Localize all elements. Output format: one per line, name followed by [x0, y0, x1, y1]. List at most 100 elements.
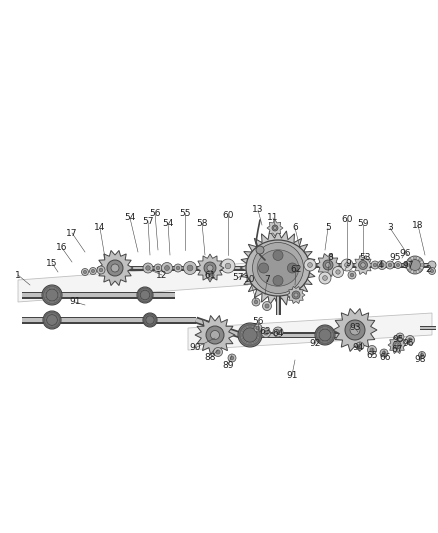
Circle shape: [345, 263, 350, 268]
Text: 58: 58: [196, 219, 208, 228]
Circle shape: [205, 264, 212, 272]
Text: 56: 56: [149, 208, 161, 217]
Circle shape: [319, 329, 331, 341]
Circle shape: [410, 260, 420, 271]
Circle shape: [386, 261, 394, 269]
Circle shape: [350, 325, 360, 335]
Circle shape: [420, 353, 424, 357]
Polygon shape: [22, 292, 175, 298]
Polygon shape: [287, 286, 305, 304]
Circle shape: [408, 338, 412, 342]
Circle shape: [206, 326, 224, 344]
Text: 57: 57: [232, 273, 244, 282]
Circle shape: [206, 271, 214, 279]
Circle shape: [341, 259, 353, 271]
Polygon shape: [316, 254, 340, 277]
Circle shape: [396, 263, 399, 266]
Circle shape: [252, 243, 304, 294]
Circle shape: [319, 272, 331, 284]
Polygon shape: [240, 230, 316, 306]
Circle shape: [256, 246, 264, 254]
Text: 92: 92: [309, 338, 321, 348]
Circle shape: [107, 260, 123, 276]
Text: 56: 56: [252, 318, 264, 327]
Ellipse shape: [257, 250, 299, 286]
Circle shape: [380, 349, 388, 357]
Text: 13: 13: [252, 206, 264, 214]
Polygon shape: [188, 313, 432, 350]
Circle shape: [97, 266, 105, 274]
Circle shape: [256, 326, 260, 330]
Circle shape: [405, 264, 407, 266]
Text: 95: 95: [389, 254, 401, 262]
Circle shape: [361, 263, 365, 267]
Text: 59: 59: [357, 220, 369, 229]
Text: 89: 89: [222, 360, 234, 369]
Circle shape: [336, 270, 340, 274]
Polygon shape: [388, 336, 406, 353]
Polygon shape: [353, 255, 373, 274]
Circle shape: [406, 256, 424, 274]
Polygon shape: [195, 316, 235, 354]
Circle shape: [89, 268, 96, 274]
Text: 60: 60: [341, 215, 353, 224]
Text: 3: 3: [387, 223, 393, 232]
Circle shape: [408, 259, 411, 261]
Circle shape: [200, 260, 216, 276]
Text: 64: 64: [272, 328, 284, 337]
Circle shape: [273, 227, 276, 230]
Text: 4: 4: [377, 261, 383, 270]
Circle shape: [272, 225, 278, 231]
Text: 7: 7: [264, 276, 270, 285]
Ellipse shape: [246, 240, 310, 296]
Circle shape: [358, 344, 362, 348]
Circle shape: [408, 269, 411, 272]
Polygon shape: [22, 317, 196, 324]
Polygon shape: [424, 264, 436, 266]
Circle shape: [413, 256, 417, 259]
Text: 18: 18: [412, 221, 424, 230]
Text: 17: 17: [66, 229, 78, 238]
Circle shape: [373, 263, 377, 267]
Text: 11: 11: [267, 214, 279, 222]
Circle shape: [358, 261, 367, 270]
Text: 5: 5: [325, 223, 331, 232]
Polygon shape: [420, 327, 436, 329]
Circle shape: [137, 287, 153, 303]
Circle shape: [371, 261, 379, 269]
Circle shape: [83, 270, 87, 273]
Circle shape: [46, 314, 57, 326]
Polygon shape: [420, 326, 436, 330]
Circle shape: [208, 273, 212, 277]
Circle shape: [418, 351, 425, 359]
Polygon shape: [277, 296, 279, 315]
Circle shape: [140, 290, 150, 300]
Circle shape: [395, 343, 399, 347]
Text: 1: 1: [15, 271, 21, 279]
Text: 54: 54: [124, 214, 136, 222]
Text: 96: 96: [402, 338, 414, 348]
Circle shape: [238, 323, 262, 347]
Polygon shape: [195, 317, 241, 338]
Circle shape: [262, 302, 272, 311]
Circle shape: [216, 350, 220, 354]
Text: 67: 67: [391, 345, 403, 354]
Circle shape: [380, 263, 384, 267]
Text: 10: 10: [244, 276, 256, 285]
Polygon shape: [18, 263, 248, 302]
Text: 14: 14: [94, 223, 106, 232]
Text: 95: 95: [392, 335, 404, 344]
Text: 94: 94: [352, 343, 364, 352]
Circle shape: [428, 268, 435, 274]
Circle shape: [43, 311, 61, 329]
Circle shape: [325, 262, 331, 268]
Polygon shape: [97, 251, 133, 286]
Circle shape: [315, 325, 335, 345]
Polygon shape: [22, 318, 196, 322]
Text: 16: 16: [56, 244, 68, 253]
Circle shape: [431, 269, 434, 272]
Circle shape: [367, 345, 377, 354]
Text: 54: 54: [162, 219, 174, 228]
Circle shape: [243, 328, 257, 342]
Polygon shape: [316, 262, 430, 268]
